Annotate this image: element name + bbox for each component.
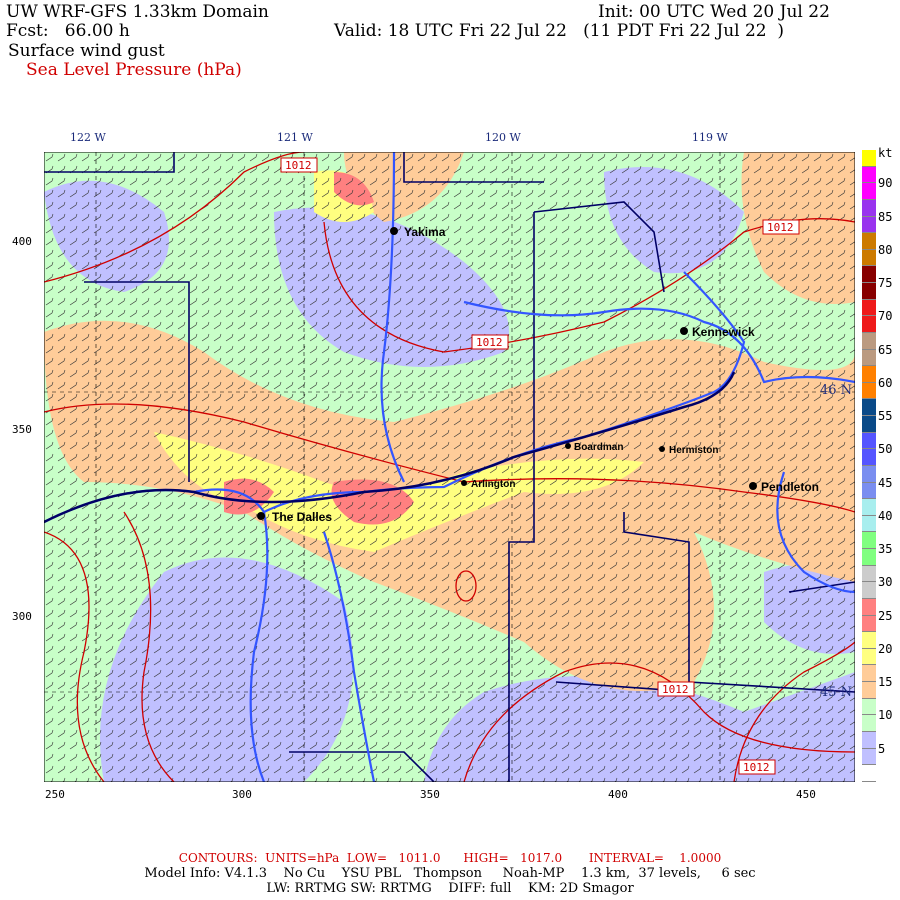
city-label: Yakima — [404, 225, 446, 239]
colorbar-swatch — [862, 632, 876, 649]
colorbar-label: 50 — [878, 442, 893, 457]
colorbar-swatch — [862, 266, 876, 283]
city-label: Arlington — [471, 479, 515, 490]
colorbar-label: 40 — [878, 508, 893, 523]
svg-text:1012: 1012 — [662, 683, 689, 696]
lon-label: 121 W — [277, 131, 313, 144]
lon-label: 122 W — [70, 131, 106, 144]
colorbar-unit: kt — [878, 146, 893, 160]
colorbar-label: 70 — [878, 309, 893, 324]
svg-text:1012: 1012 — [476, 336, 503, 349]
colorbar-swatch — [862, 482, 876, 500]
field-slp: Sea Level Pressure (hPa) — [26, 60, 242, 80]
lat-label: 46 N — [819, 383, 852, 398]
colorbar-swatch — [862, 299, 876, 317]
colorbar-swatch — [862, 765, 876, 782]
colorbar-swatch — [862, 249, 876, 267]
y-tick: 300 — [12, 610, 32, 623]
colorbar-swatch — [862, 183, 876, 200]
columbia-river — [44, 371, 736, 524]
colorbar-label: 80 — [878, 242, 893, 257]
physics-info: LW: RRTMG SW: RRTMG DIFF: full KM: 2D Sm… — [266, 881, 634, 896]
svg-text:1012: 1012 — [285, 159, 312, 172]
svg-text:1012: 1012 — [743, 761, 770, 774]
y-tick: 350 — [12, 423, 32, 436]
x-tick: 300 — [232, 788, 252, 801]
colorbar-swatch — [862, 449, 876, 466]
init-time: Init: 00 UTC Wed 20 Jul 22 — [598, 2, 830, 22]
city-label: Boardman — [574, 442, 623, 453]
lon-label: 119 W — [692, 131, 728, 144]
colorbar-swatch — [862, 515, 876, 533]
city-markers — [257, 227, 757, 520]
colorbar-swatch — [862, 665, 876, 682]
city-label: Kennewick — [692, 325, 755, 339]
field-wind-gust: Surface wind gust — [8, 41, 165, 61]
colorbar-label: 15 — [878, 675, 893, 690]
colorbar-swatch — [862, 366, 876, 383]
wind-barbs — [44, 152, 855, 782]
colorbar-label: 75 — [878, 276, 893, 291]
colorbar-swatch — [862, 582, 876, 599]
colorbar-swatch — [862, 332, 876, 350]
colorbar-label: 85 — [878, 209, 893, 224]
colorbar-label: 55 — [878, 409, 893, 424]
colorbar-swatch — [862, 615, 876, 633]
colorbar-label: 5 — [878, 741, 886, 756]
y-tick: 400 — [12, 235, 32, 248]
colorbar-label: 65 — [878, 342, 893, 357]
colorbar-swatch — [862, 150, 876, 167]
colorbar-swatch — [862, 416, 876, 433]
colorbar-swatch — [862, 565, 876, 583]
colorbar-swatch — [862, 432, 876, 450]
colorbar-swatch — [862, 532, 876, 549]
x-tick: 250 — [45, 788, 65, 801]
svg-text:1012: 1012 — [767, 221, 794, 234]
city-label: Pendleton — [761, 480, 819, 494]
colorbar-label: 30 — [878, 575, 893, 590]
model-info: Model Info: V4.1.3 No Cu YSU PBL Thompso… — [144, 866, 756, 881]
colorbar-swatch — [862, 199, 876, 217]
lon-label: 120 W — [485, 131, 521, 144]
lat-label: 45 N — [819, 685, 852, 700]
colorbar-swatch — [862, 166, 876, 184]
city-label: The Dalles — [272, 510, 332, 524]
colorbar-swatch — [862, 598, 876, 616]
colorbar-swatch — [862, 382, 876, 400]
colorbar-swatch — [862, 283, 876, 300]
colorbar-swatch — [862, 731, 876, 749]
colorbar-label: 90 — [878, 176, 893, 191]
colorbar-swatch — [862, 648, 876, 666]
colorbar-label: 10 — [878, 708, 893, 723]
model-title: UW WRF-GFS 1.33km Domain — [6, 2, 269, 22]
colorbar-swatch — [862, 316, 876, 333]
colorbar-swatch — [862, 499, 876, 516]
rivers — [44, 152, 855, 782]
colorbar-swatch — [862, 465, 876, 483]
colorbar-label: 60 — [878, 375, 893, 390]
x-tick: 450 — [796, 788, 816, 801]
colorbar-swatch — [862, 399, 876, 416]
colorbar-swatch — [862, 748, 876, 766]
contour-info: CONTOURS: UNITS=hPa LOW= 1011.0 HIGH= 10… — [178, 851, 722, 865]
x-tick: 350 — [420, 788, 440, 801]
forecast-hour: Fcst: 66.00 h — [6, 21, 130, 41]
colorbar-swatch — [862, 349, 876, 367]
wind-gust-map: Yakima Kennewick Boardman Hermiston Arli… — [44, 152, 855, 782]
colorbar-swatch — [862, 698, 876, 716]
colorbar-label: 20 — [878, 641, 893, 656]
colorbar-swatch — [862, 549, 876, 566]
colorbar-label: 25 — [878, 608, 893, 623]
colorbar-label: 35 — [878, 542, 893, 557]
colorbar-swatch — [862, 715, 876, 732]
city-label: Hermiston — [669, 445, 718, 456]
colorbar — [862, 150, 876, 782]
contour-labels: 1012 1012 1012 1012 1012 — [280, 157, 800, 775]
colorbar-swatch — [862, 216, 876, 234]
x-tick: 400 — [608, 788, 628, 801]
colorbar-label: 45 — [878, 475, 893, 490]
colorbar-swatch — [862, 233, 876, 250]
valid-time: Valid: 18 UTC Fri 22 Jul 22 (11 PDT Fri … — [334, 21, 785, 41]
colorbar-swatch — [862, 682, 876, 699]
